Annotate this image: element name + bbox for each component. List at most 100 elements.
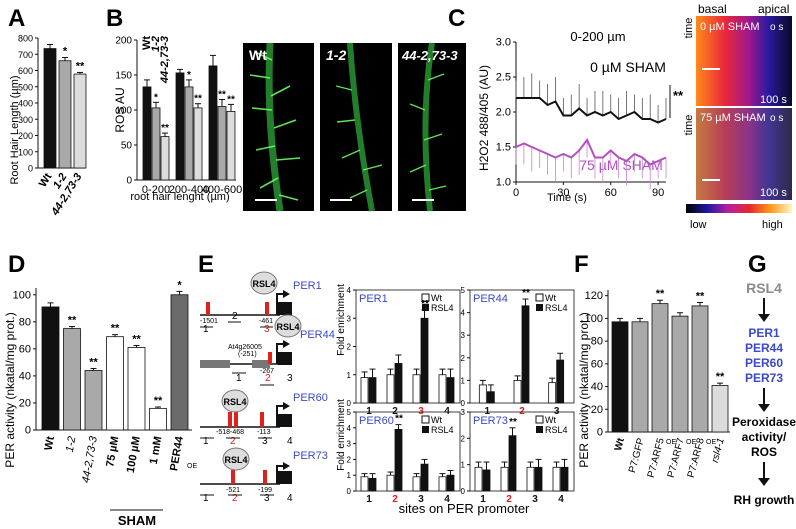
per1-gene: PER1 <box>293 280 322 292</box>
chip-per60-ytick-label: 3 <box>347 440 352 449</box>
chip-per1-xtick-label: 2 <box>392 406 398 417</box>
panel-d-xlabel: 75 µM <box>104 435 121 467</box>
panel-b-group-label: 0-200 <box>142 184 170 196</box>
micrograph-label-44-2-73-3: 44-2,73-3 <box>401 48 458 63</box>
per60-tf: RSL4 <box>223 397 246 407</box>
pathway-gene-2: PER44 <box>745 341 783 355</box>
per1-site-1: 1 <box>203 324 209 335</box>
panel-c-xtick-label: 60 <box>605 187 617 199</box>
panel-f-bar <box>711 385 729 433</box>
panel-c-sig: ** <box>673 88 684 103</box>
panel-d-xlabel: PER44 <box>168 435 186 472</box>
panel-d-bar <box>127 347 146 431</box>
chip-per60-legend-wt: Wt <box>431 415 442 425</box>
per60-gene: PER60 <box>293 392 328 404</box>
panel-b-group-label: 200-400 <box>169 184 209 196</box>
per1-pos-1: -1501 <box>200 318 218 325</box>
chip-ylabel-bottom: Fold enrichment <box>336 399 347 471</box>
chip-per73-bar-rsl4 <box>534 466 543 492</box>
kymograph-0um <box>696 16 792 106</box>
chip-per44-bar-rsl4 <box>556 359 565 404</box>
panel-d-bar <box>63 328 81 431</box>
chip-per1-ytick-label: 1 <box>347 371 352 380</box>
chip-per44-legend-rsl4-swatch <box>536 304 543 311</box>
per60-pos-1: -518-468 <box>216 429 244 436</box>
chip-per60-bar-rsl4 <box>368 477 377 492</box>
panel-a-ytick-label: 200 <box>18 131 33 141</box>
panel-b-micrographs: Wt 1-2 44-2,73-3 <box>243 42 466 212</box>
pathway-rsl4: RSL4 <box>746 280 782 296</box>
panel-d-sham-label: SHAM <box>118 513 156 528</box>
per44-tf: RSL4 <box>276 322 299 332</box>
panel-d-xlabel: 100 µM <box>125 435 143 473</box>
pathway-mid-2: activity/ <box>742 430 787 444</box>
per73-site-4: 4 <box>287 493 293 504</box>
panel-f-bar <box>611 321 629 433</box>
panel-b-sig: ** <box>161 123 169 134</box>
panel-e-promoter-diagrams: RSL4 PER1 -1501 -461 1 2 3 4 RSL4 PER44 … <box>200 271 335 504</box>
panel-d-sig: ** <box>132 333 141 345</box>
panel-a-bar <box>43 48 57 169</box>
per73-pos-1: -521 <box>226 487 240 494</box>
panel-b-legend: 1-2 <box>150 36 162 52</box>
chip-per1-legend-wt-swatch <box>421 293 430 302</box>
panel-f-ytick-label: 40 <box>591 381 603 393</box>
panel-c-series-label-1: 75 µM SHAM <box>579 157 663 173</box>
chip-per44-legend-rsl4: RSL4 <box>545 303 568 313</box>
panel-f-ytick-label: 20 <box>591 404 603 416</box>
per73-site-1: 1 <box>203 493 209 504</box>
panel-b-sig: ** <box>218 90 226 101</box>
panel-b-ylabel: ROS AU <box>113 87 127 132</box>
panel-a-ytick-label: 500 <box>18 82 33 92</box>
chip-per73-legend-rsl4-swatch <box>536 426 543 433</box>
panel-f-bar <box>651 303 669 433</box>
chip-per60-legend-rsl4-swatch <box>422 426 429 433</box>
colorbar <box>686 204 792 213</box>
panel-d-bar <box>106 336 124 431</box>
per73-tf: RSL4 <box>224 455 247 465</box>
per44-site-2: 2 <box>265 373 271 384</box>
panel-letter-e: E <box>198 251 214 278</box>
micrograph-1-2: 1-2 <box>320 42 392 212</box>
panel-f-bar <box>671 315 689 433</box>
promoter-per1: RSL4 PER1 -1501 -461 1 2 3 4 <box>200 271 322 335</box>
chip-per44-xtick-label: 3 <box>554 406 560 417</box>
panel-d-ytick-label: 60 <box>19 343 31 355</box>
chip-per1-ytick-label: 4 <box>347 286 352 295</box>
chip-per60-xtick-label: 4 <box>444 494 450 505</box>
chip-per44-ytick-label: 5 <box>461 286 466 295</box>
panel-a-ytick-label: 700 <box>18 50 33 60</box>
chip-per60-legend-rsl4: RSL4 <box>431 425 454 435</box>
micrograph-label-wt: Wt <box>249 47 267 63</box>
kymo-apical-label: apical <box>758 2 789 16</box>
panel-a-bar <box>73 73 87 169</box>
pathway-gene-1: PER1 <box>748 326 780 340</box>
chip-per1-bar-wt <box>438 374 447 404</box>
chip-per73-bar-wt <box>474 466 483 492</box>
chip-per44-ytick-label: 0 <box>461 399 466 408</box>
pathway-rh-growth: RH growth <box>734 493 795 507</box>
panel-d-ylabel: PER activity (nkatal/mg prot.) <box>3 312 17 467</box>
panel-f-sig: ** <box>716 371 725 383</box>
chip-per1-xtick-label: 4 <box>444 406 450 417</box>
panel-d-xlabel: 1 mM <box>148 435 165 465</box>
panel-b-legend: Wt <box>141 36 153 50</box>
panel-c-xtick-label: 0 <box>513 187 519 199</box>
panel-a-ytick-label: 800 <box>18 34 33 44</box>
panel-d-bar <box>41 306 60 431</box>
chip-per73-bar-wt <box>526 466 535 492</box>
promoter-per73: RSL4 PER73 -521 -199 1 2 3 4 <box>200 447 328 504</box>
chip-per1-ytick-label: 0 <box>347 399 352 408</box>
panel-e-chip: Fold enrichment Fold enrichment sites on… <box>336 284 530 516</box>
panel-d-ytick-label: 100 <box>13 289 31 301</box>
chip-per60-sig: ** <box>395 414 403 425</box>
kymo-time-axis-2: time <box>683 115 695 136</box>
panel-c-kymographs: basal apical time time 0 µM SHAM o s 100… <box>683 2 792 231</box>
panel-f-sig: ** <box>656 288 665 300</box>
chip-per73-xtick-label: 3 <box>532 494 538 505</box>
panel-c-ytick-label: 2.0 <box>496 107 511 119</box>
panel-d-xlabel: Wt <box>43 435 57 451</box>
panel-letter-c: C <box>448 5 465 32</box>
chip-per44-ytick-label: 2 <box>461 354 466 363</box>
panel-c-xlabel: Time (s) <box>547 192 587 204</box>
